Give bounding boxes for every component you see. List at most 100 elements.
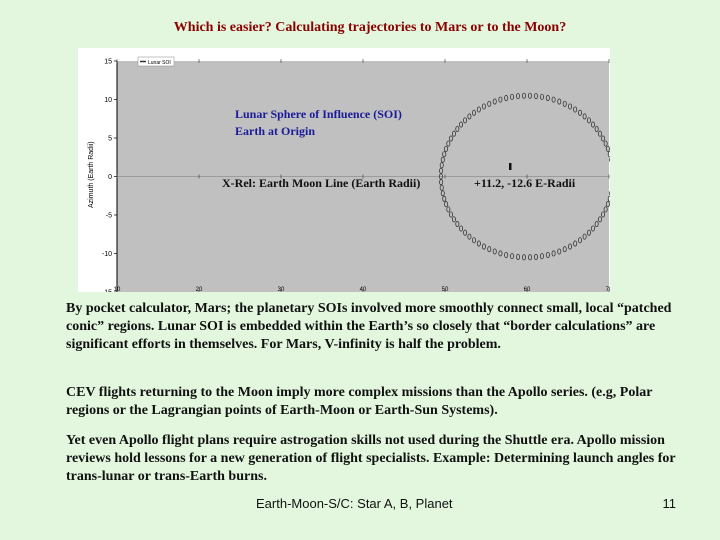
soi-point (607, 151, 610, 158)
soi-point (481, 103, 486, 110)
soi-point (562, 100, 567, 107)
soi-point (601, 135, 606, 142)
legend: Lunar SOI (137, 56, 175, 67)
paragraph-1: By pocket calculator, Mars; the planetar… (66, 301, 672, 352)
soi-point (504, 95, 509, 102)
soi-point (521, 254, 526, 261)
x-tick-label: 20 (196, 287, 203, 292)
soi-point (487, 246, 492, 253)
soi-point (594, 125, 599, 132)
soi-point (444, 201, 449, 208)
soi-point (498, 250, 503, 257)
soi-point (598, 130, 603, 137)
soi-point (455, 125, 460, 132)
soi-point (459, 225, 464, 232)
soi-point (568, 103, 573, 110)
x-tick-label: 70 (606, 287, 610, 292)
soi-point (516, 253, 521, 260)
soi-point (439, 167, 444, 174)
soi-point (521, 92, 526, 99)
soi-point (438, 173, 443, 180)
soi-point (471, 237, 476, 244)
soi-point (533, 253, 538, 260)
soi-point (463, 229, 468, 236)
footer-text: Earth-Moon-S/C: Star A, B, Planet (256, 496, 453, 511)
soi-point (444, 145, 449, 152)
soi-point (551, 250, 556, 257)
y-tick-label: 15 (104, 59, 112, 66)
soi-point (539, 93, 544, 100)
soi-label-line1: Lunar Sphere of Influence (SOI) (235, 107, 402, 121)
soi-point (582, 233, 587, 240)
footer: Earth-Moon-S/C: Star A, B, Planet 11 (0, 496, 720, 514)
soi-point (440, 156, 445, 163)
soi-point (539, 253, 544, 260)
soi-point (446, 206, 451, 213)
soi-point (573, 106, 578, 113)
soi-point (568, 243, 573, 250)
y-tick-label: -5 (106, 213, 112, 220)
soi-point (504, 251, 509, 258)
soi-point (586, 229, 591, 236)
soi-point (578, 109, 583, 116)
x-tick-label: 10 (114, 287, 121, 292)
soi-point (481, 243, 486, 250)
soi-point (448, 135, 453, 142)
soi-point (545, 95, 550, 102)
soi-point (440, 190, 445, 197)
soi-point (590, 225, 595, 232)
soi-point (528, 92, 533, 99)
soi-point (492, 248, 497, 255)
page-number: 11 (662, 496, 677, 511)
paragraph-2: CEV flights returning to the Moon imply … (66, 385, 653, 418)
soi-point (448, 211, 453, 218)
xrel-label: X-Rel: Earth Moon Line (Earth Radii) (222, 176, 421, 190)
soi-point (439, 162, 444, 169)
chart-container: Azimuth (Earth Radii) 151050-5-10-151020… (78, 48, 610, 292)
y-tick-label: 5 (108, 136, 112, 143)
soi-point (467, 233, 472, 240)
soi-point (476, 106, 481, 113)
soi-point (557, 248, 562, 255)
y-tick-label: -10 (102, 251, 112, 258)
paragraph-3: Yet even Apollo flight plans require ast… (66, 433, 676, 484)
soi-point (510, 93, 515, 100)
soi-point (598, 216, 603, 223)
soi-point (578, 237, 583, 244)
soi-point (601, 211, 606, 218)
soi-point (516, 93, 521, 100)
x-tick-label: 30 (278, 287, 285, 292)
soi-point (562, 246, 567, 253)
x-tick-label: 40 (360, 287, 367, 292)
soi-point (545, 251, 550, 258)
soi-point (463, 117, 468, 124)
soi-point (594, 221, 599, 228)
legend-box (137, 56, 175, 67)
x-tick-label: 50 (442, 287, 449, 292)
soi-point (605, 201, 610, 208)
soi-point (551, 96, 556, 103)
soi-label-line2: Earth at Origin (235, 124, 315, 138)
soi-point (467, 113, 472, 120)
soi-point (439, 179, 444, 186)
soi-point (582, 113, 587, 120)
soi-point (446, 140, 451, 147)
soi-point (557, 98, 562, 105)
y-tick-label: -15 (102, 290, 112, 293)
soi-point (492, 98, 497, 105)
soi-point (455, 221, 460, 228)
soi-point (451, 130, 456, 137)
slide-title: Which is easier? Calculating trajectorie… (173, 20, 567, 35)
soi-point (451, 216, 456, 223)
soi-point (528, 254, 533, 261)
y-tick-label: 0 (108, 174, 112, 181)
soi-point (498, 96, 503, 103)
soi-point (459, 121, 464, 128)
legend-entry: Lunar SOI (148, 60, 171, 66)
y-axis-label: Azimuth (Earth Radii) (88, 141, 95, 208)
soi-point (510, 253, 515, 260)
soi-point (573, 240, 578, 247)
x-tick-label: 60 (524, 287, 531, 292)
soi-point (603, 206, 608, 213)
moon-marker (509, 163, 512, 170)
